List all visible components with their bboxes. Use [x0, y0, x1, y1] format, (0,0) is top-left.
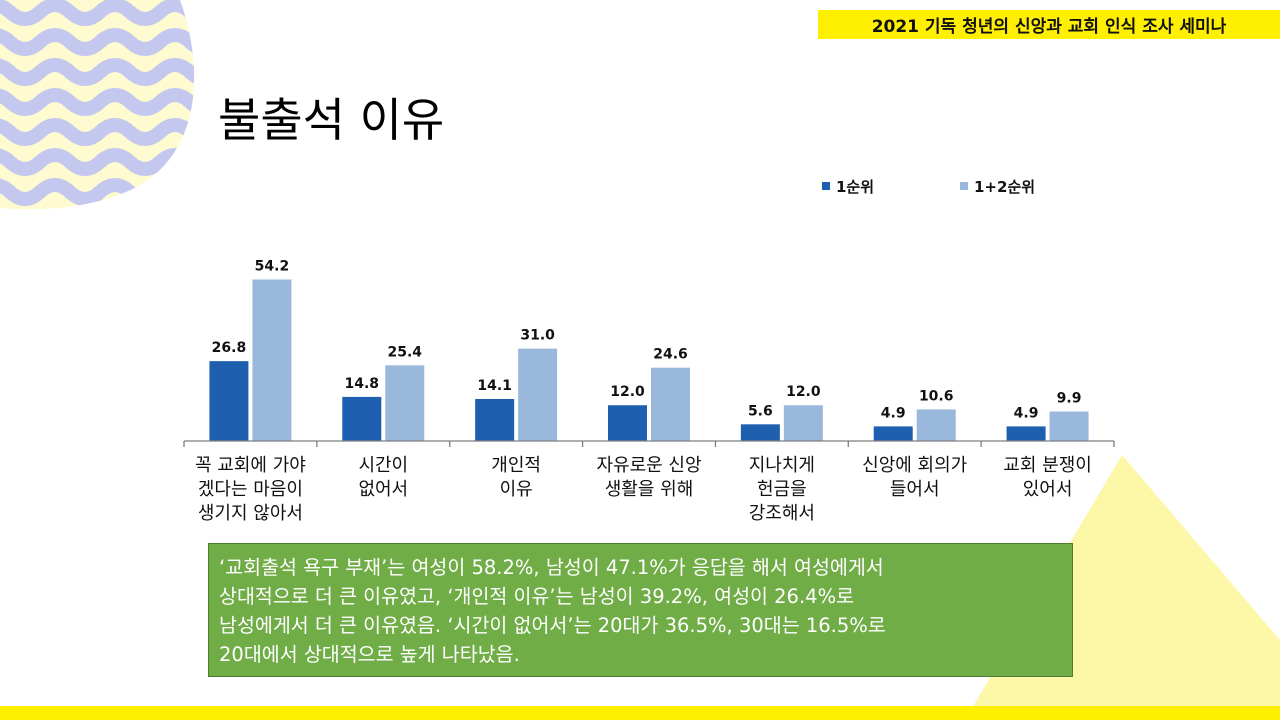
legend-label: 1순위	[836, 178, 874, 196]
bar-rank1-2	[1049, 411, 1089, 441]
summary-line: 20대에서 상대적으로 높게 나타났음.	[219, 643, 520, 666]
category-label: 개인적	[491, 455, 541, 476]
legend-swatch	[822, 182, 830, 190]
category-label: 헌금을	[757, 479, 807, 500]
bar-chart: 1순위 1+2순위 26.8 54.2 14.8 25.4 14.1 31.0 12.0 24.…	[183, 178, 1115, 524]
bar-rank1-2	[252, 279, 292, 441]
x-axis-ticks	[183, 441, 1115, 447]
value-labels: 26.8 54.2 14.8 25.4 14.1 31.0 12.0 24.6 5.6 12.0 4…	[212, 258, 1082, 421]
wave-stripe	[0, 118, 195, 146]
bottom-accent-bar	[0, 706, 1280, 720]
bar-rank1	[873, 426, 913, 441]
bar-rank1-2	[385, 365, 425, 441]
category-label: 이유	[500, 479, 533, 500]
category-label: 꼭 교회에 가야	[195, 455, 306, 476]
summary-box: ‘교회출석 욕구 부재’는 여성이 58.2%, 남성이 47.1%가 응답을 …	[208, 543, 1073, 677]
category-label: 교회 분쟁이	[1003, 455, 1092, 476]
wave-stripe	[0, 58, 195, 86]
value-label: 4.9	[1014, 405, 1039, 421]
category-label: 없어서	[358, 479, 408, 500]
summary-line: 상대적으로 더 큰 이유였고, ‘개인적 이유’는 남성이 39.2%, 여성이…	[219, 585, 855, 608]
page-title: 불출석 이유	[218, 93, 445, 147]
value-label: 12.0	[610, 384, 645, 400]
bar-rank1	[608, 405, 647, 441]
legend-swatch	[960, 182, 968, 190]
category-label: 신앙에 회의가	[862, 455, 967, 476]
category-label: 강조해서	[749, 503, 815, 524]
bar-rank1	[475, 398, 515, 441]
category-label: 시간이	[358, 455, 408, 476]
value-label: 25.4	[388, 344, 423, 360]
value-label: 10.6	[919, 388, 954, 404]
value-label: 12.0	[786, 384, 821, 400]
value-label: 31.0	[520, 328, 555, 344]
bar-rank1-2	[518, 348, 558, 441]
category-label: 자유로운 신앙	[596, 455, 701, 476]
bar-rank1	[209, 361, 249, 441]
bar-rank1	[1006, 426, 1046, 441]
wave-stripe	[0, 28, 195, 56]
bar-group	[209, 279, 1089, 441]
category-label: 겠다는 마음이	[198, 479, 303, 500]
wave-stripe	[0, 88, 195, 116]
legend-label: 1+2순위	[974, 178, 1035, 196]
category-label: 지나치게	[749, 455, 815, 476]
value-label: 54.2	[255, 258, 290, 274]
category-label: 생기지 않아서	[198, 503, 303, 524]
summary-line: 남성에게서 더 큰 이유였음. ‘시간이 없어서’는 20대가 36.5%, 3…	[219, 614, 886, 637]
category-label: 있어서	[1023, 479, 1073, 500]
value-label: 26.8	[212, 340, 247, 356]
wave-decoration	[0, 0, 195, 210]
value-label: 5.6	[748, 403, 773, 419]
value-label: 24.6	[653, 347, 688, 363]
category-label: 생활을 위해	[605, 479, 694, 500]
bar-rank1	[740, 424, 780, 441]
bar-rank1-2	[783, 405, 823, 441]
chart-legend: 1순위 1+2순위	[822, 178, 1035, 196]
category-label: 들어서	[890, 479, 940, 500]
bar-rank1	[342, 396, 382, 441]
value-label: 4.9	[881, 405, 906, 421]
bar-rank1-2	[916, 409, 956, 441]
wave-stripe	[0, 0, 195, 26]
bar-rank1-2	[651, 367, 690, 441]
seminar-banner: 2021 기독 청년의 신앙과 교회 인식 조사 세미나	[818, 10, 1280, 39]
value-label: 14.1	[477, 378, 512, 394]
value-label: 14.8	[345, 376, 380, 392]
value-label: 9.9	[1057, 390, 1082, 406]
summary-line: ‘교회출석 욕구 부재’는 여성이 58.2%, 남성이 47.1%가 응답을 …	[219, 556, 884, 579]
